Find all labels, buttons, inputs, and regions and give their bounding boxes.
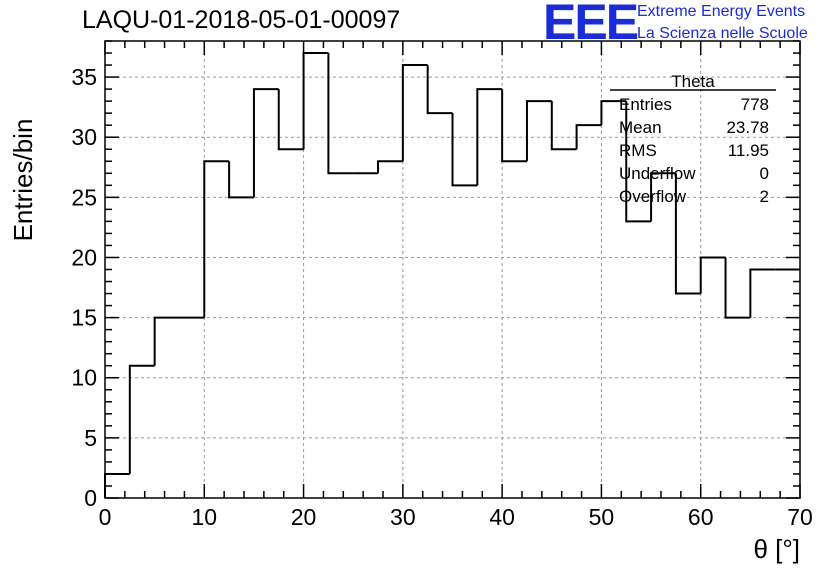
y-tick-label: 15 [71,305,97,331]
x-tick-label: 20 [291,504,317,530]
stat-value-overflow: 2 [760,187,769,206]
eee-logo: EEE [543,0,639,50]
histogram-bin [575,124,602,150]
stat-label-underflow: Underflow [619,164,696,183]
y-tick-label: 30 [71,124,97,150]
y-tick-labels: 0 5 10 15 20 25 30 35 [71,64,97,511]
histogram-bin [153,316,180,366]
histogram-bin [476,88,503,186]
histogram-bin [674,173,701,295]
stat-label-mean: Mean [619,118,662,137]
stat-label-entries: Entries [619,95,672,114]
stat-label-rms: RMS [619,141,657,160]
histogram-bin [327,53,354,175]
plot-frame [104,40,801,499]
y-tick-label: 5 [84,425,97,451]
stat-value-mean: 23.78 [726,118,769,137]
y-axis-label: Entries/bin [8,119,38,242]
stat-value-rms: 11.95 [728,141,769,160]
x-tick-label: 40 [489,504,515,530]
histogram-bin [650,172,676,222]
stat-value-underflow: 0 [760,164,769,183]
x-axis-label: θ [°] [753,534,800,564]
histogram-bin [203,160,230,318]
histogram-bin [128,364,155,474]
histogram-bin [401,64,428,162]
histogram-bin [749,268,776,318]
histogram-bars [104,52,800,498]
y-tick-label: 25 [71,184,97,210]
x-tick-label: 0 [99,504,112,530]
histogram-bin [525,100,552,162]
histogram-bin [277,89,304,151]
y-tick-label: 20 [71,244,97,270]
logo-line-1: Extreme Energy Events [637,3,806,20]
histogram-bin [600,100,627,126]
histogram-bin [451,113,478,187]
x-tick-label: 70 [787,504,813,530]
histogram-bin [426,65,453,115]
histogram-bin [228,161,254,199]
y-tick-label: 0 [84,485,97,511]
histogram-bin [252,88,279,198]
histogram-bin [302,52,329,150]
histogram-bin [377,160,403,174]
x-tick-label: 30 [390,504,416,530]
stats-title: Theta [671,72,715,91]
histogram-bin [501,89,527,163]
stats-box: Theta Entries 778 Mean 23.78 RMS 11.95 U… [610,72,776,206]
histogram-bin [625,101,652,223]
stat-value-entries: 778 [741,95,769,114]
y-tick-label: 10 [71,365,97,391]
grid-lines [105,41,800,498]
x-tick-label: 50 [589,504,615,530]
x-tick-labels: 0 10 20 30 40 50 60 70 [99,504,813,530]
histogram-bin [724,257,751,319]
x-tick-label: 60 [688,504,714,530]
chart-title: LAQU-01-2018-05-01-00097 [82,6,401,34]
x-tick-label: 10 [191,504,217,530]
y-tick-label: 35 [71,64,97,90]
stat-label-overflow: Overflow [619,187,687,206]
axis-ticks [104,40,801,499]
histogram-bin [699,256,726,294]
histogram-bin [550,101,577,151]
logo-line-2: La Scienza nelle Scuole [637,25,808,42]
